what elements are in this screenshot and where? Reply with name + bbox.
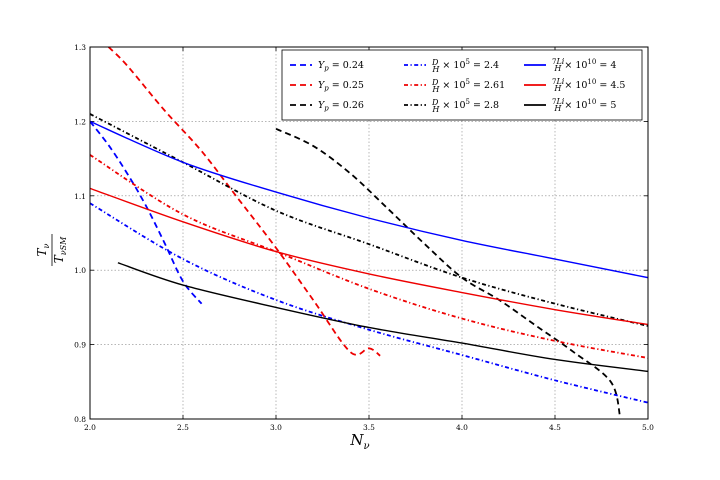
y-tick-label: 0.8	[74, 415, 86, 424]
series-line-7	[90, 120, 648, 279]
legend: Yp = 0.24 Yp = 0.25 Yp = 0.26 D H × 105 = 2.…	[281, 49, 643, 121]
legend-label: Yp = 0.24	[318, 60, 364, 73]
x-tick-label: 3.5	[363, 423, 375, 432]
x-tick-label: 4.5	[549, 423, 561, 432]
legend-label: Yp = 0.25	[318, 80, 364, 93]
y-tick-label: 1.1	[74, 192, 86, 201]
series-line-1	[90, 120, 203, 305]
series-line-9	[117, 262, 648, 373]
plot-frame	[89, 46, 649, 420]
svg-text:Nν: Nν	[349, 431, 369, 452]
legend-item: Yp = 0.25	[290, 80, 364, 93]
legend-label: 7Li H × 1010 = 5	[552, 97, 616, 113]
x-tick-label: 4.0	[456, 423, 468, 432]
legend-item: Yp = 0.24	[290, 60, 364, 73]
y-tick-label: 1.2	[74, 117, 86, 126]
legend-item: Yp = 0.26	[290, 100, 364, 113]
legend-box	[281, 49, 643, 121]
x-axis-label: Nν	[349, 431, 369, 452]
y-tick-label: 1.3	[74, 43, 86, 52]
legend-item: 7Li H × 1010 = 4.5	[524, 77, 625, 93]
legend-label: 7Li H × 1010 = 4	[552, 57, 616, 73]
legend-item: 7Li H × 1010 = 5	[524, 97, 616, 113]
series-line-3	[275, 128, 621, 417]
x-tick-label: 2.0	[84, 423, 96, 432]
y-tick-label: 0.9	[74, 341, 86, 350]
series-line-8	[90, 187, 648, 326]
legend-label: Yp = 0.26	[318, 100, 364, 113]
y-tick-label: 1.0	[74, 266, 86, 275]
ticks: 2.0 2.5 3.0 3.5 4.0 4.5 5.0 0.8 0.9 1.0 1.1 1.2 1.3	[74, 43, 654, 432]
legend-item: 7Li H × 1010 = 4	[524, 57, 616, 73]
series-line-5	[90, 154, 648, 359]
svg-text:Tν: Tν	[35, 243, 51, 256]
x-tick-label: 5.0	[642, 423, 654, 432]
svg-text:TνSM: TνSM	[52, 236, 68, 263]
series-line-2	[107, 47, 381, 357]
y-axis-label: Tν TνSM	[35, 234, 68, 266]
legend-label: 7Li H × 1010 = 4.5	[552, 77, 625, 93]
x-tick-label: 2.5	[177, 423, 189, 432]
series-line-4	[90, 202, 648, 404]
x-tick-label: 3.0	[270, 423, 282, 432]
curves	[90, 47, 648, 417]
